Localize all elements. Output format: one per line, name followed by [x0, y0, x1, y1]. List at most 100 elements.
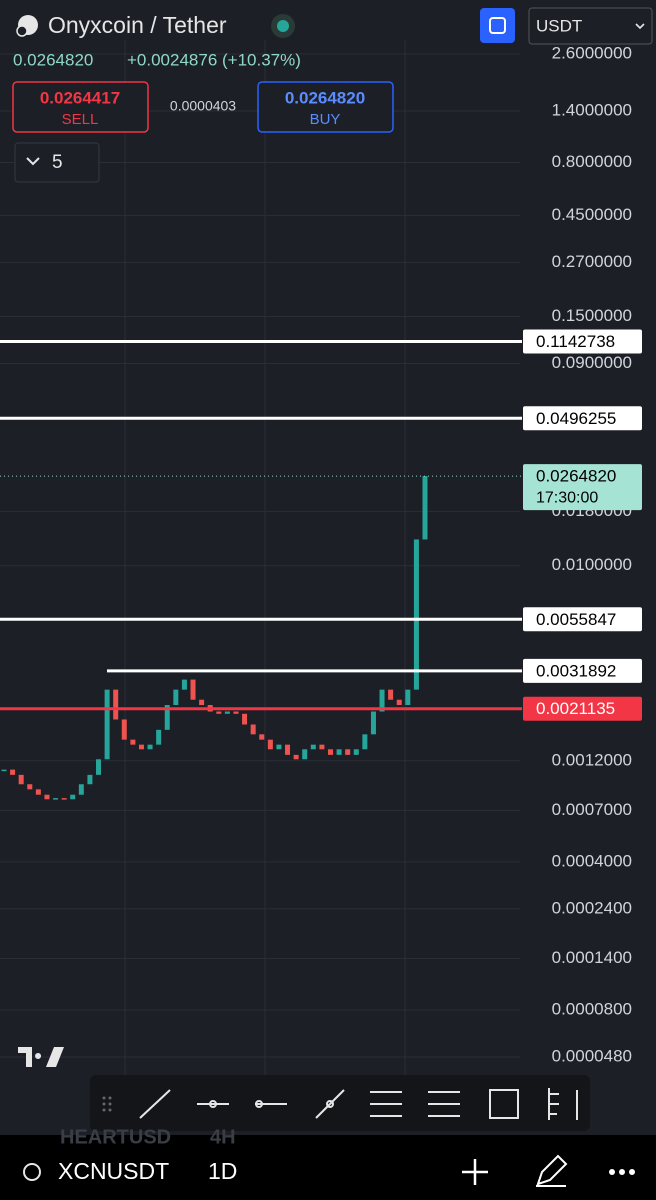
candle	[413, 539, 419, 690]
candle	[147, 744, 153, 750]
drag-handle[interactable]	[102, 1096, 112, 1112]
candle	[310, 744, 316, 750]
candle	[181, 679, 187, 690]
interval[interactable]: 1D	[208, 1158, 237, 1184]
candle	[121, 719, 127, 740]
level-label: 0.1142738	[536, 332, 615, 351]
level-label-box	[523, 329, 642, 354]
candle	[130, 739, 136, 745]
candle	[379, 689, 385, 712]
ghost-interval: 4H	[210, 1126, 236, 1148]
tool-dot	[255, 1100, 263, 1108]
current-price-label: 0.0264820	[536, 467, 616, 486]
candle	[345, 749, 351, 755]
candle	[27, 784, 33, 790]
sell-button[interactable]	[12, 81, 149, 133]
symbol-icon	[23, 1163, 41, 1181]
fullscreen-button[interactable]	[480, 8, 515, 43]
candle	[78, 784, 84, 795]
candle	[405, 689, 411, 706]
candle	[104, 689, 110, 760]
candle	[70, 794, 76, 800]
buy-label: BUY	[310, 111, 341, 128]
y-tick-label: 0.0002400	[552, 898, 632, 917]
indicators-toggle[interactable]	[14, 142, 100, 183]
trend-line-tool[interactable]	[139, 1089, 171, 1119]
candle	[302, 749, 308, 760]
sell-price: 0.0264417	[40, 88, 120, 107]
level-label: 0.0055847	[536, 610, 616, 629]
level-label-box	[523, 696, 642, 721]
candle	[190, 679, 196, 700]
fib-extension-tool[interactable]	[428, 1091, 460, 1117]
draw-button[interactable]	[536, 1154, 568, 1187]
y-tick-label: 0.0900000	[552, 353, 632, 372]
y-tick-label: 0.4500000	[552, 205, 632, 224]
candle	[370, 711, 376, 735]
candle	[61, 798, 67, 800]
candle	[293, 754, 299, 760]
y-tick-label: 0.0012000	[552, 750, 632, 769]
symbol[interactable]: XCNUSDT	[58, 1158, 169, 1184]
candle	[224, 711, 230, 714]
add-button[interactable]	[462, 1159, 488, 1185]
y-tick-label: 0.0001400	[552, 948, 632, 967]
candle	[250, 724, 256, 735]
candle	[336, 749, 342, 755]
title: Onyxcoin / Tether	[48, 12, 227, 38]
candle	[10, 769, 16, 775]
candle	[327, 749, 333, 755]
level-label: 0.0021135	[536, 699, 615, 718]
candle	[319, 744, 325, 750]
candle	[276, 744, 282, 750]
more-tools[interactable]	[548, 1088, 578, 1120]
candle	[233, 711, 239, 714]
candle	[267, 739, 273, 750]
candle	[138, 744, 144, 750]
candle	[422, 476, 428, 540]
y-tick-label: 0.1500000	[552, 306, 632, 325]
candle	[44, 794, 50, 800]
fullscreen-icon	[489, 17, 506, 34]
level-label-box	[523, 658, 642, 683]
candle	[96, 759, 102, 775]
candle	[18, 774, 24, 785]
countdown: 17:30:00	[536, 489, 598, 506]
buy-button[interactable]	[257, 81, 394, 133]
candle	[164, 705, 170, 730]
drawing-toolbar	[90, 1075, 590, 1131]
y-tick-label: 0.0000800	[552, 999, 632, 1018]
y-tick-label: 2.6000000	[552, 43, 632, 62]
fib-tool[interactable]	[370, 1091, 402, 1117]
tool-dot	[326, 1100, 334, 1108]
candle	[113, 689, 119, 720]
y-tick-label: 0.8000000	[552, 152, 632, 171]
candle	[396, 699, 402, 706]
candle	[87, 774, 93, 785]
candle	[199, 699, 205, 706]
level-label: 0.0031892	[536, 661, 616, 680]
level-label-box	[523, 607, 642, 632]
ray-tool[interactable]	[315, 1089, 345, 1119]
level-label: 0.0496255	[536, 409, 616, 428]
currency-select[interactable]	[528, 7, 653, 45]
chevron	[635, 23, 645, 30]
candle	[53, 798, 59, 800]
y-tick-label: 0.2700000	[552, 252, 632, 271]
current-price-box	[523, 464, 642, 511]
candle	[1, 769, 7, 772]
chevron	[26, 157, 40, 166]
coin-icon	[16, 25, 28, 37]
status-dot	[277, 20, 289, 32]
rectangle-tool[interactable]	[489, 1089, 519, 1119]
currency: USDT	[536, 16, 582, 35]
y-tick-label: 0.0004000	[552, 851, 632, 870]
menu-button[interactable]	[609, 1169, 635, 1175]
candle	[259, 734, 265, 740]
candle	[242, 713, 248, 725]
ghost-symbol: HEARTUSD	[60, 1126, 171, 1148]
indicators-count: 5	[52, 152, 63, 173]
candle	[173, 689, 179, 706]
